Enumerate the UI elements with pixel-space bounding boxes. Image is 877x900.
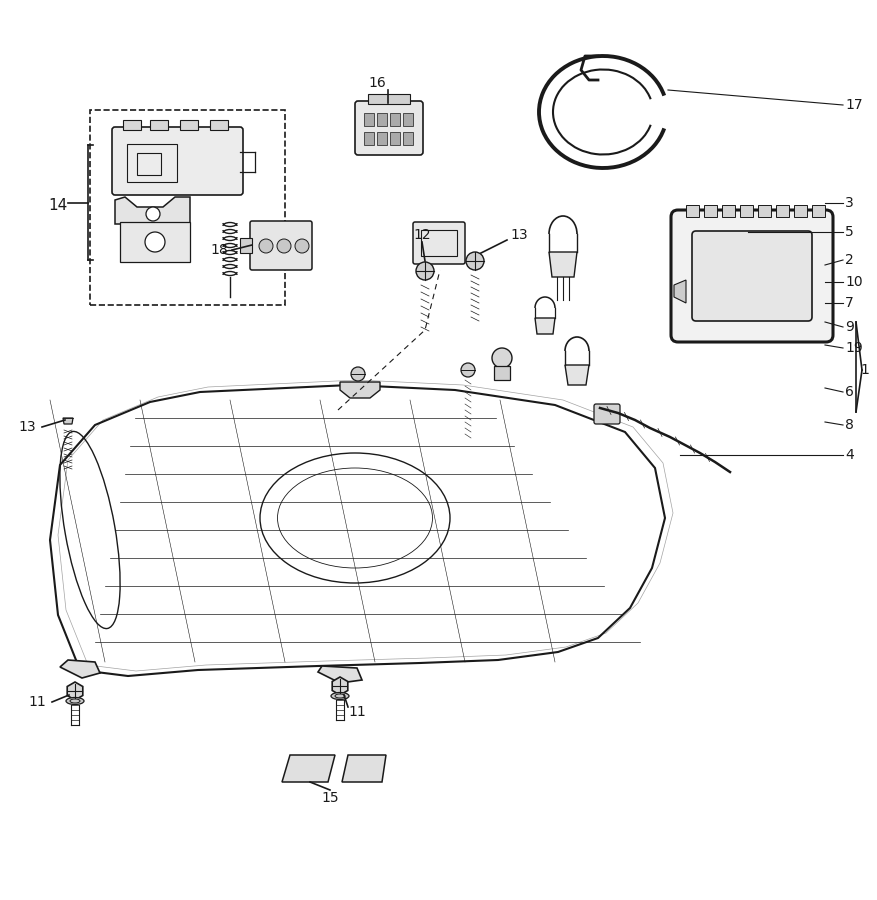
Text: 14: 14 xyxy=(48,197,68,212)
Circle shape xyxy=(277,239,291,253)
Bar xyxy=(390,132,400,145)
Ellipse shape xyxy=(66,698,84,705)
Text: 4: 4 xyxy=(845,448,853,462)
Polygon shape xyxy=(565,365,589,385)
Bar xyxy=(210,120,228,130)
Text: 13: 13 xyxy=(18,420,36,434)
Circle shape xyxy=(145,232,165,252)
Text: 2: 2 xyxy=(845,253,853,267)
Bar xyxy=(150,120,168,130)
Bar xyxy=(368,94,410,104)
FancyBboxPatch shape xyxy=(250,221,312,270)
Text: 1: 1 xyxy=(860,363,869,377)
FancyBboxPatch shape xyxy=(413,222,465,264)
Text: 17: 17 xyxy=(845,98,863,112)
Text: 19: 19 xyxy=(845,341,863,355)
Bar xyxy=(403,132,413,145)
Circle shape xyxy=(295,239,309,253)
FancyBboxPatch shape xyxy=(355,101,423,155)
Text: 6: 6 xyxy=(845,385,854,399)
Polygon shape xyxy=(674,280,686,303)
Polygon shape xyxy=(340,382,380,398)
Bar xyxy=(421,230,457,256)
Text: 15: 15 xyxy=(321,791,339,805)
Circle shape xyxy=(492,348,512,368)
Bar xyxy=(722,205,735,217)
Text: 5: 5 xyxy=(845,225,853,239)
Polygon shape xyxy=(68,682,82,700)
Bar xyxy=(494,366,510,380)
Circle shape xyxy=(351,367,365,381)
Bar xyxy=(123,120,141,130)
Bar xyxy=(240,238,252,253)
Bar xyxy=(704,205,717,217)
FancyBboxPatch shape xyxy=(671,210,833,342)
Circle shape xyxy=(416,262,434,280)
Text: 12: 12 xyxy=(413,228,431,242)
Bar xyxy=(403,113,413,126)
Bar xyxy=(120,222,190,262)
Bar xyxy=(377,132,387,145)
Bar xyxy=(812,205,825,217)
Circle shape xyxy=(146,207,160,221)
Text: 13: 13 xyxy=(510,228,528,242)
Text: 16: 16 xyxy=(368,76,386,90)
Bar xyxy=(686,205,699,217)
Bar xyxy=(137,153,161,175)
Polygon shape xyxy=(63,418,73,424)
Bar xyxy=(180,120,198,130)
Circle shape xyxy=(461,363,475,377)
Bar xyxy=(377,113,387,126)
Text: 7: 7 xyxy=(845,296,853,310)
Circle shape xyxy=(259,239,273,253)
Polygon shape xyxy=(318,666,362,683)
Ellipse shape xyxy=(331,692,349,699)
Bar xyxy=(364,132,374,145)
Bar xyxy=(758,205,771,217)
Polygon shape xyxy=(332,677,348,695)
FancyBboxPatch shape xyxy=(112,127,243,195)
Text: 9: 9 xyxy=(845,320,854,334)
Text: 11: 11 xyxy=(348,705,366,719)
Bar xyxy=(390,113,400,126)
FancyBboxPatch shape xyxy=(692,231,812,321)
Text: 8: 8 xyxy=(845,418,854,432)
FancyBboxPatch shape xyxy=(594,404,620,424)
Text: 11: 11 xyxy=(28,695,46,709)
Text: 18: 18 xyxy=(210,243,228,257)
Polygon shape xyxy=(342,755,386,782)
Polygon shape xyxy=(549,252,577,277)
Polygon shape xyxy=(282,755,335,782)
Bar xyxy=(776,205,789,217)
Bar xyxy=(794,205,807,217)
Bar xyxy=(364,113,374,126)
Polygon shape xyxy=(535,318,555,334)
Bar xyxy=(740,205,753,217)
Text: 10: 10 xyxy=(845,275,863,289)
Polygon shape xyxy=(115,197,190,234)
Text: 3: 3 xyxy=(845,196,853,210)
Bar xyxy=(127,144,177,182)
Circle shape xyxy=(466,252,484,270)
Polygon shape xyxy=(60,660,100,678)
